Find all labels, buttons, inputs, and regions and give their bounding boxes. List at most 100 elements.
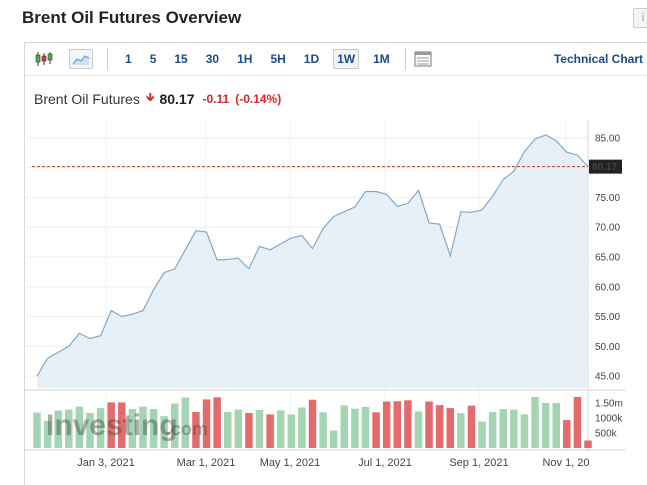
date-tick-label: Sep 1, 2021 — [449, 457, 508, 469]
volume-bar — [139, 406, 147, 448]
volume-bar — [65, 409, 73, 448]
interval-1h[interactable]: 1H — [237, 52, 253, 66]
date-tick-label: Nov 1, 20 — [542, 457, 589, 469]
down-arrow-icon: 🡻 — [145, 90, 155, 104]
volume-bar — [86, 412, 94, 448]
interval-1[interactable]: 1 — [125, 52, 132, 66]
volume-bar — [404, 400, 412, 448]
volume-bar — [467, 405, 476, 448]
volume-bar — [488, 412, 497, 448]
quote-line: Brent Oil Futures 🡻 80.17 -0.11 (-0.14%) — [34, 88, 287, 109]
volume-bar — [33, 412, 41, 448]
volume-bar — [584, 440, 592, 448]
price-tick-label: 65.00 — [595, 252, 620, 263]
price-line — [36, 134, 589, 377]
watermark-brand: Investing — [46, 409, 178, 442]
price-tick-label: 60.00 — [595, 282, 620, 293]
volume-bar — [510, 409, 518, 448]
volume-bar — [393, 401, 402, 448]
line-chart-icon[interactable] — [69, 49, 93, 69]
volume-tick-label: 1.50m — [595, 399, 623, 410]
volume-bar — [181, 397, 190, 448]
interval-1m[interactable]: 1M — [373, 52, 390, 66]
volume-bar — [54, 410, 62, 448]
volume-tick-label: 1000k — [595, 414, 623, 425]
volume-bar — [446, 408, 454, 448]
volume-bar — [128, 409, 137, 448]
volume-bar — [171, 403, 179, 448]
table-icon[interactable] — [412, 49, 434, 69]
volume-tick-label: 500k — [595, 429, 618, 440]
volume-bars — [33, 397, 592, 448]
volume-bar — [192, 412, 200, 448]
volume-bar — [541, 403, 550, 448]
price-area-fill — [37, 134, 588, 388]
volume-bar — [425, 401, 433, 448]
volume-bar — [266, 414, 274, 448]
price-area — [36, 134, 589, 388]
volume-bar — [245, 412, 253, 448]
volume-bar — [329, 430, 338, 448]
volume-bar — [255, 409, 264, 448]
volume-bar — [202, 399, 211, 448]
date-tick-label: Mar 1, 2021 — [177, 457, 236, 469]
volume-bar — [531, 397, 539, 448]
volume-bar — [308, 399, 317, 448]
volume-bar — [43, 421, 52, 448]
volume-bar — [563, 420, 571, 448]
price-tick-label: 70.00 — [595, 223, 620, 234]
toolbar-divider — [107, 48, 108, 70]
interval-15[interactable]: 15 — [174, 52, 188, 66]
volume-axis: 1.50m 1000k 500k — [595, 399, 623, 440]
volume-bar — [372, 412, 380, 448]
volume-bar — [351, 408, 359, 448]
technical-chart-link[interactable]: Technical Chart — [553, 52, 643, 66]
candlestick-icon[interactable] — [33, 49, 55, 69]
volume-bar — [160, 416, 168, 448]
price-tick-label: 75.00 — [595, 193, 620, 204]
interval-1d[interactable]: 1D — [303, 52, 320, 66]
investing-watermark: Investing .com — [46, 409, 208, 442]
price-change: -0.11 — [202, 91, 230, 106]
price-tick-label: 55.00 — [595, 312, 620, 323]
current-price-tag — [589, 159, 622, 174]
interval-5[interactable]: 5 — [149, 52, 157, 66]
page-title: Brent Oil Futures Overview — [22, 8, 242, 27]
volume-bar — [552, 403, 560, 448]
volume-bar — [118, 402, 126, 448]
chart-widget: 1 5 15 30 1H 5H 1D 1W 1M Technical Chart… — [24, 42, 647, 485]
toolbar-divider — [404, 48, 406, 70]
current-price-marker: 80.17 — [32, 159, 622, 174]
volume-bar — [478, 421, 486, 448]
price-tick-label: 85.00 — [595, 133, 620, 144]
volume-bar — [213, 397, 221, 448]
volume-bar — [75, 406, 84, 448]
volume-bar — [573, 397, 582, 448]
info-icon[interactable]: i — [633, 8, 647, 28]
volume-bar — [361, 406, 370, 448]
volume-bar — [382, 401, 391, 448]
volume-bar — [340, 405, 349, 448]
current-price-label: 80.17 — [592, 162, 617, 173]
volume-bar — [107, 402, 115, 448]
volume-bar — [234, 409, 243, 448]
volume-bar — [276, 410, 285, 448]
volume-bar — [223, 412, 232, 448]
price-change-percent: (-0.14%) — [235, 91, 282, 106]
volume-bar — [520, 414, 529, 448]
volume-bar — [149, 409, 158, 448]
price-tick-label: 50.00 — [595, 342, 620, 353]
interval-1w[interactable]: 1W — [333, 49, 360, 69]
instrument-name: Brent Oil Futures — [34, 90, 140, 107]
volume-bar — [298, 407, 306, 448]
interval-30[interactable]: 30 — [205, 52, 220, 66]
date-tick-label: Jan 3, 2021 — [77, 457, 135, 469]
date-axis: Jan 3, 2021 Mar 1, 2021 May 1, 2021 Jul 1, … — [77, 457, 589, 469]
last-price: 80.17 — [159, 90, 195, 107]
interval-5h[interactable]: 5H — [270, 52, 286, 66]
volume-bar — [319, 412, 327, 448]
volume-bar — [499, 409, 507, 448]
watermark-suffix: .com — [166, 419, 208, 439]
volume-bar — [287, 414, 296, 448]
